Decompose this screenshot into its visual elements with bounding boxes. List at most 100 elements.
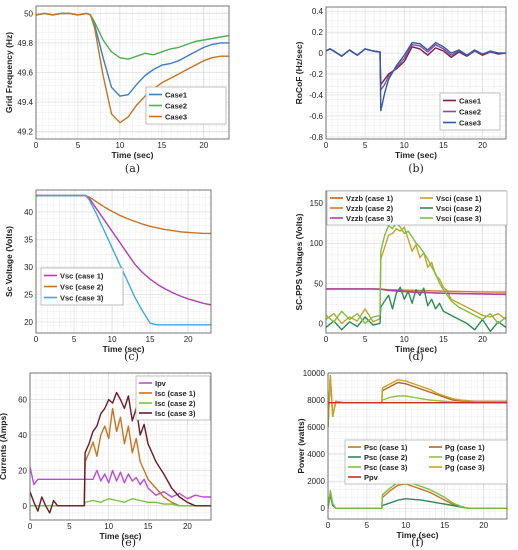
y-tick-label: 0.2 [312,28,324,37]
x-axis-label: Time (sec) [395,150,437,160]
y-tick-label: -0.4 [309,91,323,100]
x-tick-label: 20 [478,335,487,344]
axes-frame [35,5,230,140]
legend-entry: Vsci (case 3) [436,214,482,223]
legend-entry: Vsci (case 2) [436,204,482,213]
y-axis-label: Grid Frequency (Hz) [4,32,14,113]
legend-entry: Vsc (case 2) [60,282,104,291]
x-axis-label: Time (sec) [395,344,437,354]
legend-entry: Case1 [165,90,187,99]
x-tick-label: 0 [324,141,329,150]
y-tick-label: 20 [18,466,27,475]
y-tick-label: 49.8 [17,39,33,48]
legend-entry: Vzzb (case 2) [346,204,394,213]
legend-entry: Ipv [155,379,167,388]
y-tick-label: 49.2 [17,128,33,137]
y-tick-label: 49.4 [17,98,33,107]
series-group [326,222,506,333]
y-tick-label: 6000 [307,423,325,432]
x-tick-label: 15 [440,521,449,530]
y-tick-label: 20 [24,318,33,327]
y-tick-label: -0.2 [309,70,323,79]
legend-entry: Psc (case 1) [364,443,408,452]
x-tick-label: 10 [400,335,409,344]
legend: Psc (case 1) Pg (case 1) Psc (case 2) Pg (c… [344,439,508,485]
x-tick-label: 15 [439,141,448,150]
y-axis-label: RoCoF (Hz/sec) [294,41,304,104]
x-tick-label: 5 [67,522,72,531]
x-tick-label: 10 [400,141,409,150]
series-line-d-2 [326,226,506,325]
series-line-d-4 [326,286,506,333]
chart-panel-f: 0 5 10 15 20 0 2000 4000 6000 8000 10000 Time (sec)… [296,369,508,549]
y-tick-label: 50 [314,279,323,288]
x-tick-label: 0 [326,521,331,530]
legend-entry: Psc (case 2) [364,453,408,462]
chart-panel-d: 0 5 10 15 20 0 50 100 150 Time (sec) SC-PPS Voltag… [294,190,508,363]
x-tick-label: 10 [104,522,113,531]
y-tick-label: 0 [321,504,326,513]
legend: Case1 Case2 Case3 [145,86,227,125]
y-tick-label: 35 [24,236,33,245]
x-tick-label: 10 [115,141,124,150]
legend-entry: Psc (case 3) [364,463,408,472]
x-tick-label: 15 [144,522,153,531]
series-line-e-1 [30,466,211,500]
axes-frame [29,372,212,521]
axes-frame [325,6,507,140]
x-tick-label: 5 [76,141,81,150]
y-axis-label: Power (watts) [296,418,306,473]
legend: Vzzb (case 1) Vsci (case 1)Vzzb (case 2) V… [326,190,508,226]
x-tick-label: 15 [146,335,155,344]
legend-entry: Ppv [364,473,379,482]
series-group [30,391,211,514]
x-axis-label: Time (sec) [103,344,145,354]
legend-box [326,190,508,226]
y-tick-label: 40 [18,431,27,440]
x-tick-label: 20 [478,141,487,150]
y-tick-label: 0 [23,502,28,511]
y-tick-label: 25 [24,291,33,300]
y-tick-label: 150 [310,199,324,208]
legend-entry: Case1 [459,96,481,105]
chart-panel-c: 0 5 10 15 20 20 25 30 35 40 Time (sec) Sc Voltage (… [4,189,212,363]
series-line-d-6 [326,222,506,325]
y-tick-label: -0.8 [309,133,323,142]
x-tick-label: 20 [183,522,192,531]
legend-entry: Pg (case 3) [445,463,485,472]
x-tick-label: 5 [363,335,368,344]
x-axis-label: Time (sec) [100,531,142,541]
y-tick-label: 0 [319,319,324,328]
series-group [36,12,229,124]
x-tick-label: 20 [184,335,193,344]
legend-entry: Isc (case 3) [155,409,196,418]
panel-caption: (f) [411,536,424,549]
x-tick-label: 0 [324,335,329,344]
axes-frame [35,189,212,334]
legend-entry: Vzzb (case 1) [346,194,394,203]
y-tick-label: 49.6 [17,69,33,78]
series-line-b-3 [326,41,506,112]
panel-caption: (a) [125,162,140,175]
series-group [36,194,211,326]
legend-entry: Case3 [165,112,187,121]
legend: Case1 Case2 Case3 [439,92,501,131]
legend-entry: Pg (case 2) [445,453,485,462]
x-tick-label: 0 [28,522,33,531]
series-line-d-5 [326,288,506,296]
x-tick-label: 20 [199,141,208,150]
x-tick-label: 5 [363,141,368,150]
series-line-e-4 [30,391,211,514]
x-tick-label: 5 [365,521,370,530]
x-tick-label: 10 [108,335,117,344]
legend-entry: Vsc (case 3) [60,293,104,302]
series-line-c-3 [36,194,211,326]
y-tick-label: 60 [18,396,27,405]
panel-caption: (b) [408,162,424,175]
x-tick-label: 15 [439,335,448,344]
series-line-a-3 [36,12,229,124]
y-tick-label: 4000 [307,450,325,459]
y-tick-label: 30 [24,263,33,272]
